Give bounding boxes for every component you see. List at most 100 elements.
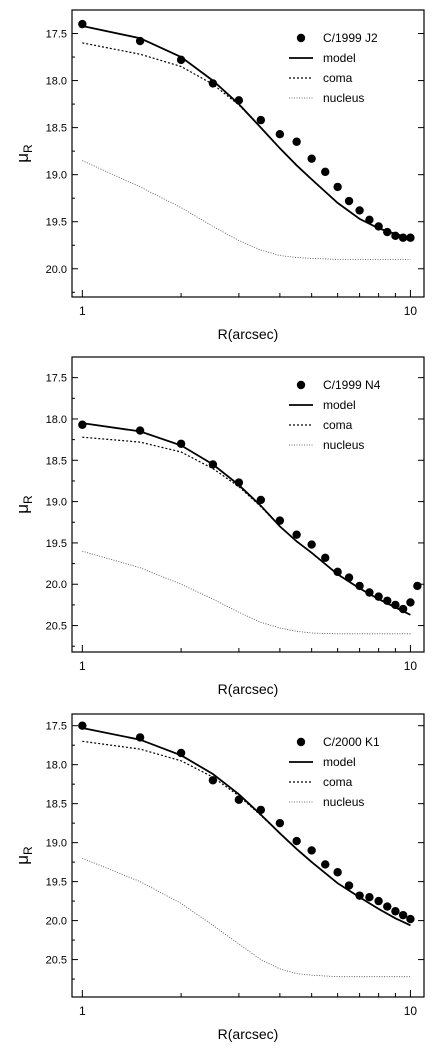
data-point [413, 581, 422, 591]
y-tick-label: 18.0 [46, 414, 67, 426]
series-c-2000-k1 [78, 721, 415, 924]
series-line [82, 857, 411, 978]
data-point [398, 910, 408, 920]
data-point [78, 420, 87, 429]
y-tick-label: 20.0 [46, 916, 67, 928]
data-point [275, 818, 285, 828]
y-tick-label: 18.0 [46, 76, 67, 88]
legend: C/1999 N4 model coma nucleus [289, 378, 381, 452]
legend-label: C/2000 K1 [323, 735, 380, 749]
series-c-1999-j2 [78, 19, 415, 242]
data-point [365, 893, 374, 902]
series-coma [82, 740, 411, 926]
x-tick-label: 10 [404, 1004, 418, 1018]
y-tick-label: 20.0 [46, 579, 67, 591]
series-nucleus [82, 160, 411, 260]
y-tick-label: 19.0 [46, 838, 67, 850]
y-axis-label-symbol: μ [13, 504, 32, 514]
legend-label: C/1999 N4 [323, 378, 381, 392]
series-line [82, 25, 411, 239]
data-point [307, 846, 316, 855]
data-point [256, 495, 266, 505]
legend-label: coma [323, 71, 353, 85]
y-tick-label: 17.5 [46, 29, 67, 41]
panel-c2000-k1: 1 10 17.5 18.0 18.5 19.0 19.5 20.0 20.5 R(arcsec)… [13, 713, 425, 1042]
y-axis-label-symbol: μ [13, 153, 32, 163]
x-axis-label: R(arcsec) [218, 326, 279, 342]
legend-label: coma [323, 418, 353, 432]
series-model [82, 25, 411, 239]
series-line [82, 550, 411, 635]
data-point [406, 233, 415, 242]
legend-marker [296, 33, 306, 43]
y-axis-label-subscript: R [21, 144, 35, 153]
data-point [256, 115, 266, 125]
data-point [333, 567, 342, 577]
x-tick-label: 1 [79, 659, 86, 673]
data-point [275, 516, 285, 525]
panel-c1999-j2: 1 10 17.5 18.0 18.5 19.0 19.5 20.0 R(arcsec) μR C/… [13, 9, 425, 342]
plot-frame [71, 713, 425, 998]
y-tick-label: 20.5 [46, 621, 67, 633]
y-tick-label: 19.5 [46, 538, 67, 550]
legend-label: model [323, 398, 356, 412]
y-tick-label: 17.5 [46, 373, 67, 385]
data-point [321, 167, 330, 177]
series-coma [82, 436, 411, 616]
legend-marker [296, 737, 306, 747]
series-line [82, 740, 411, 926]
legend-label: nucleus [323, 795, 364, 809]
y-tick-label: 19.0 [46, 170, 67, 182]
x-axis-label: R(arcsec) [218, 1026, 279, 1042]
y-tick-label: 18.0 [46, 760, 67, 772]
y-tick-label: 20.0 [46, 264, 67, 276]
data-point [406, 914, 415, 924]
y-tick-label: 18.5 [46, 799, 67, 811]
series-nucleus [82, 857, 411, 978]
legend-marker [296, 380, 306, 390]
x-tick-label: 1 [79, 1004, 86, 1018]
series-line [82, 160, 411, 260]
data-point [292, 137, 301, 146]
data-point [344, 196, 354, 206]
data-point [292, 836, 301, 846]
x-tick-label: 1 [79, 304, 86, 318]
data-point [321, 860, 330, 869]
legend-label: coma [323, 775, 353, 789]
plot-frame [71, 9, 425, 298]
y-axis-label-subscript: R [21, 495, 35, 504]
y-axis-label: μR [13, 495, 35, 514]
y-axis-label: μR [13, 144, 35, 163]
legend-label: nucleus [323, 91, 364, 105]
y-tick-label: 20.5 [46, 955, 67, 967]
data-point [321, 553, 330, 562]
data-point [208, 776, 218, 785]
data-point [406, 598, 415, 607]
data-point [292, 530, 301, 539]
data-point [333, 182, 342, 192]
x-tick-label: 10 [404, 659, 418, 673]
plot-frame [71, 356, 425, 653]
y-tick-label: 19.5 [46, 877, 67, 889]
series-line [82, 436, 411, 616]
data-point [383, 902, 392, 911]
legend-label: nucleus [323, 438, 364, 452]
legend-label: C/1999 J2 [323, 31, 378, 45]
legend: C/2000 K1 model coma nucleus [289, 735, 380, 809]
y-axis-label-symbol: μ [13, 855, 32, 865]
x-tick-label: 10 [404, 304, 418, 318]
x-axis-label: R(arcsec) [218, 681, 279, 697]
data-point [307, 540, 316, 549]
data-point [374, 896, 383, 906]
y-tick-label: 17.5 [46, 721, 67, 733]
data-point [333, 868, 342, 877]
y-tick-label: 19.5 [46, 217, 67, 229]
legend-label: model [323, 755, 356, 769]
series-c-1999-n4 [78, 420, 422, 614]
y-tick-label: 18.5 [46, 455, 67, 467]
data-point [234, 795, 244, 804]
panel-c1999-n4: 1 10 17.5 18.0 18.5 19.0 19.5 20.0 20.5 R(arcsec)… [13, 356, 425, 697]
data-point [307, 154, 316, 163]
data-point [391, 907, 400, 916]
